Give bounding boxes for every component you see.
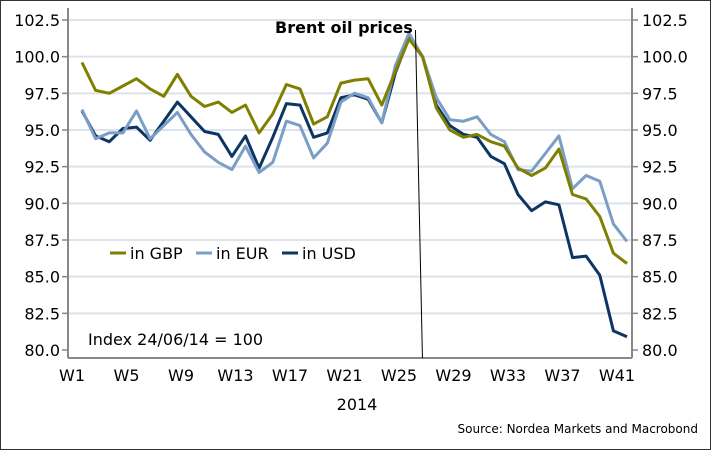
x-tick-label: W13 [217,366,253,385]
x-tick-label: W1 [59,366,85,385]
series-line-in-usd [80,36,628,339]
legend-label: in GBP [130,244,183,263]
y-tick-label-right: 85.0 [642,268,678,287]
y-tick-label-right: 90.0 [642,194,678,213]
x-tick-label: W21 [326,366,362,385]
x-tick-label: W37 [544,366,580,385]
y-tick-label-right: 100.0 [642,48,688,67]
x-tick-label: W17 [272,366,308,385]
y-tick-label-left: 102.5 [14,11,60,30]
x-tick-label: W29 [435,366,471,385]
series-lines [80,31,629,339]
y-tick-label-left: 80.0 [24,341,60,360]
x-tick-label: W41 [599,366,635,385]
x-tick-label: W5 [114,366,140,385]
axes: 80.0 80.0 82.5 82.5 85.0 85.0 87.5 87.5 90.0 90.0… [14,8,688,385]
y-tick-label-right: 97.5 [642,84,678,103]
y-tick-label-left: 92.5 [24,158,60,177]
y-tick-label-right: 87.5 [642,231,678,250]
series-line-in-eur [80,31,629,243]
y-tick-label-left: 97.5 [24,84,60,103]
chart-title: Brent oil prices [275,18,413,37]
x-tick-label: W25 [381,366,417,385]
marker-line [414,29,423,359]
y-tick-label-right: 82.5 [642,304,678,323]
y-tick-label-right: 92.5 [642,158,678,177]
legend-label: in EUR [216,244,269,263]
y-tick-label-right: 102.5 [642,11,688,30]
y-tick-label-left: 85.0 [24,268,60,287]
legend-label: in USD [302,244,356,263]
x-tick-label: W33 [490,366,526,385]
series-line-in-gbp [80,37,628,265]
y-tick-label-left: 90.0 [24,194,60,213]
gridlines [68,19,632,315]
y-tick-label-left: 95.0 [24,121,60,140]
y-tick-label-left: 87.5 [24,231,60,250]
y-tick-label-left: 82.5 [24,304,60,323]
y-tick-label-left: 100.0 [14,48,60,67]
y-tick-label-right: 95.0 [642,121,678,140]
index-annotation: Index 24/06/14 = 100 [88,330,263,349]
y-tick-label-right: 80.0 [642,341,678,360]
x-tick-label: W9 [168,366,194,385]
x-axis-label: 2014 [337,395,378,414]
legend: in GBP in EUR in USD [110,244,356,263]
source-note: Source: Nordea Markets and Macrobond [458,422,699,436]
